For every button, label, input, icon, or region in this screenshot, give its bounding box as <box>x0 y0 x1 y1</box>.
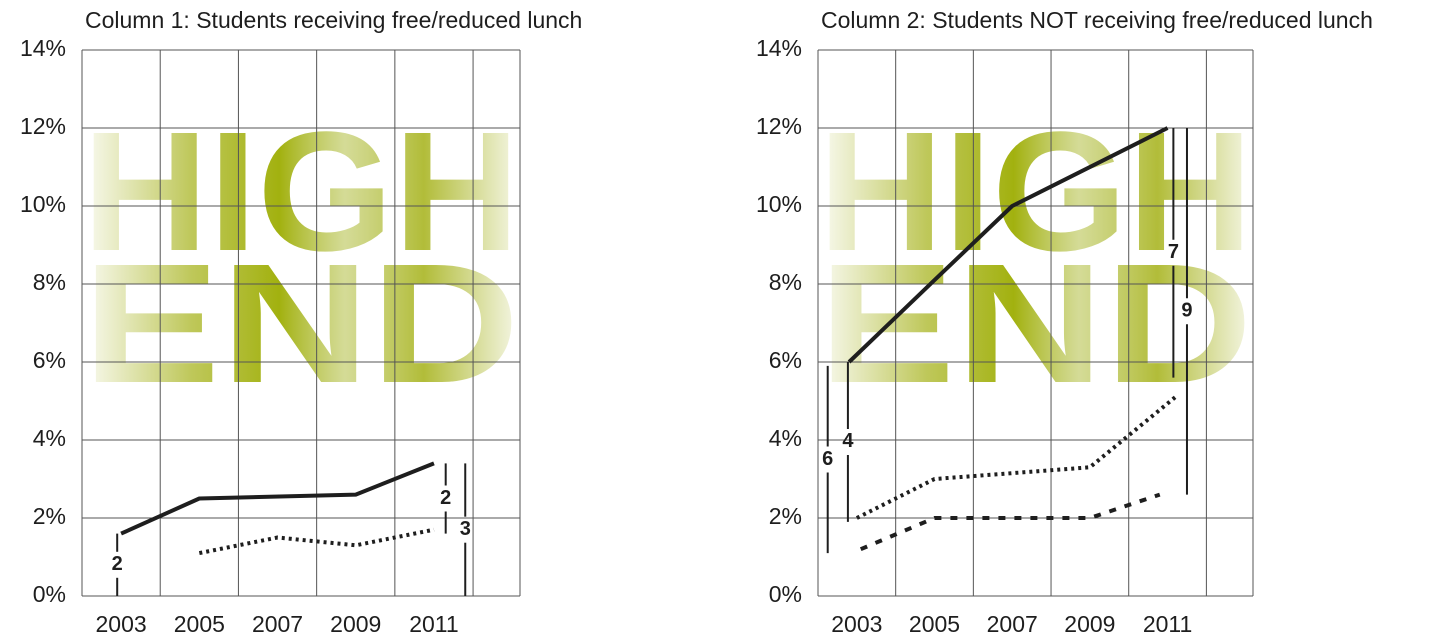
y-tick-label: 0% <box>33 581 66 607</box>
x-tick-label: 2011 <box>1143 611 1192 637</box>
watermark: END <box>82 229 520 419</box>
y-tick-label: 14% <box>20 35 66 61</box>
range-label: 6 <box>822 448 833 470</box>
chart-page: HIGHENDColumn 1: Students receiving free… <box>0 0 1445 641</box>
y-tick-label: 10% <box>756 191 802 217</box>
range-label: 2 <box>112 553 123 575</box>
data-line <box>861 495 1160 550</box>
chart-title: Column 2: Students NOT receiving free/re… <box>821 7 1373 33</box>
y-tick-label: 0% <box>769 581 802 607</box>
x-tick-label: 2011 <box>409 611 458 637</box>
y-tick-label: 12% <box>20 113 66 139</box>
x-tick-label: 2003 <box>96 611 147 637</box>
y-tick-label: 4% <box>33 425 66 451</box>
y-tick-label: 12% <box>756 113 802 139</box>
y-tick-label: 2% <box>33 503 66 529</box>
y-tick-label: 2% <box>769 503 802 529</box>
range-label: 3 <box>460 518 471 540</box>
range-label: 2 <box>440 487 451 509</box>
y-tick-label: 8% <box>33 269 66 295</box>
y-tick-label: 10% <box>20 191 66 217</box>
data-line <box>121 463 434 533</box>
y-tick-label: 4% <box>769 425 802 451</box>
chart-title: Column 1: Students receiving free/reduce… <box>85 7 582 33</box>
x-tick-label: 2005 <box>909 611 960 637</box>
x-tick-label: 2009 <box>1064 611 1115 637</box>
y-tick-label: 8% <box>769 269 802 295</box>
y-tick-label: 6% <box>33 347 66 373</box>
y-tick-label: 6% <box>769 347 802 373</box>
x-tick-label: 2005 <box>174 611 225 637</box>
y-tick-label: 14% <box>756 35 802 61</box>
x-tick-label: 2009 <box>330 611 381 637</box>
x-tick-label: 2007 <box>252 611 303 637</box>
x-tick-label: 2003 <box>831 611 882 637</box>
range-label: 4 <box>842 430 854 452</box>
range-label: 9 <box>1181 300 1192 322</box>
x-tick-label: 2007 <box>987 611 1038 637</box>
range-label: 7 <box>1168 241 1179 263</box>
